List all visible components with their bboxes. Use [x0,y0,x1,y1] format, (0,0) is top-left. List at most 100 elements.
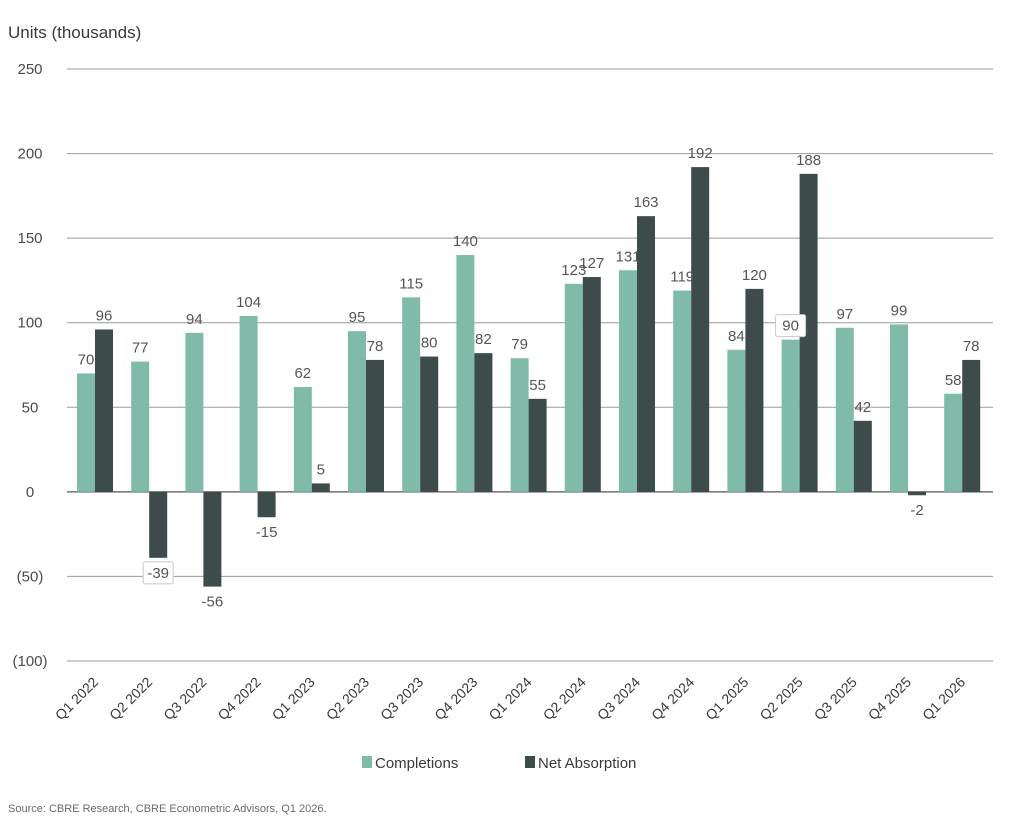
x-tick-label: Q3 2024 [594,674,643,723]
net-absorption-value-label: -2 [910,502,923,519]
x-tick-label: Q2 2025 [756,674,805,723]
completions-bar [890,324,908,492]
completions-bar [781,339,800,492]
net-absorption-bar [257,491,276,518]
data-label-box [142,561,174,585]
legend-completions-label: Completions [375,755,458,772]
x-tick-label: Q4 2023 [431,674,480,723]
completions-bar [835,327,854,492]
net-absorption-value-label: 96 [96,307,113,324]
x-tick-label: Q4 2024 [648,674,697,723]
net-absorption-bar [799,173,818,492]
net-absorption-value-label: 188 [796,152,821,169]
net-absorption-value-label: 192 [688,145,713,162]
net-absorption-bar [311,483,330,492]
completions-bar [293,386,312,492]
completions-bar [564,283,583,492]
completions-bar [510,358,529,492]
completions-bar [944,393,963,492]
y-tick-label: 50 [22,399,39,416]
completions-value-label: 90 [782,318,799,335]
y-tick-label: 200 [17,146,42,163]
net-absorption-bar [366,359,384,492]
y-tick-label: 250 [17,61,42,78]
net-absorption-bar [691,167,710,492]
x-tick-labels: Q1 2022 Q2 2022 Q3 2022 Q4 2022 Q1 2023 Q2 20… [52,674,969,723]
y-tick-label: 150 [17,230,42,247]
completions-bar [239,315,258,492]
x-tick-label: Q2 2024 [540,674,589,723]
net-absorption-bar [149,491,168,558]
legend-net-absorption-label: Net Absorption [538,755,636,772]
completions-bar [185,332,204,492]
y-tick-label: (100) [12,653,47,670]
y-tick-label: 0 [26,484,34,501]
net-absorption-bar [474,353,493,492]
net-absorption-value-label: 5 [317,461,325,478]
net-absorption-bar [908,491,926,496]
net-absorption-bar [203,491,222,587]
bars-layer [77,167,981,587]
completions-bar [131,361,150,492]
completions-value-label: 140 [453,233,478,250]
data-label-box [775,314,807,338]
x-tick-label: Q1 2024 [485,674,534,723]
completions-bar [456,255,475,492]
completions-value-label: 131 [615,248,640,265]
x-tick-label: Q1 2025 [702,674,751,723]
net-absorption-value-label: 82 [475,331,492,348]
net-absorption-value-label: -15 [256,524,278,541]
completions-value-label: 62 [294,365,311,382]
source-note: Source: CBRE Research, CBRE Econometric … [8,803,327,815]
completions-value-label: 84 [728,328,745,345]
net-absorption-bar [95,329,113,492]
net-absorption-value-label: 80 [421,335,438,352]
completions-value-label: 77 [132,340,149,357]
legend: Completions Net Absorption [362,755,636,772]
completions-value-label: 94 [186,311,203,328]
legend-net-absorption-swatch [525,756,535,768]
completions-value-label: 99 [891,302,908,319]
completions-bar [348,331,366,492]
x-tick-label: Q2 2022 [106,674,155,723]
net-absorption-value-label: 127 [579,255,604,272]
net-absorption-value-label: -39 [147,565,169,582]
completions-value-label: 79 [511,336,528,353]
net-absorption-bar [420,356,439,492]
x-tick-label: Q1 2023 [269,674,318,723]
completions-value-label: 104 [236,294,261,311]
net-absorption-bar [853,420,872,492]
net-absorption-value-label: 78 [963,338,980,355]
completions-value-label: 119 [670,269,694,286]
y-tick-label: 100 [17,315,42,332]
legend-completions-swatch [362,756,372,768]
net-absorption-bar [582,277,601,492]
x-tick-label: Q3 2023 [377,674,426,723]
completions-value-label: 97 [836,306,853,323]
x-tick-label: Q1 2022 [52,674,101,723]
completions-value-label: 123 [561,262,586,279]
net-absorption-value-label: 78 [367,338,384,355]
net-absorption-value-label: -56 [202,594,224,611]
net-absorption-value-label: 163 [633,194,658,211]
net-absorption-bar [745,288,764,492]
net-absorption-value-label: 55 [529,377,546,394]
net-absorption-bar [637,216,655,492]
x-tick-label: Q4 2022 [214,674,263,723]
x-tick-label: Q2 2023 [323,674,372,723]
net-absorption-value-label: 120 [742,267,767,284]
completions-value-label: 115 [399,275,423,292]
completions-value-label: 58 [945,372,962,389]
completions-bar [727,349,746,492]
completions-bar [619,270,637,492]
x-tick-label: Q3 2025 [811,674,860,723]
net-absorption-value-label: 42 [854,399,871,416]
y-tick-label: (50) [17,568,44,585]
net-absorption-bar [528,398,547,492]
x-tick-label: Q3 2022 [160,674,209,723]
completions-value-label: 70 [78,351,95,368]
completions-bar [77,373,95,492]
